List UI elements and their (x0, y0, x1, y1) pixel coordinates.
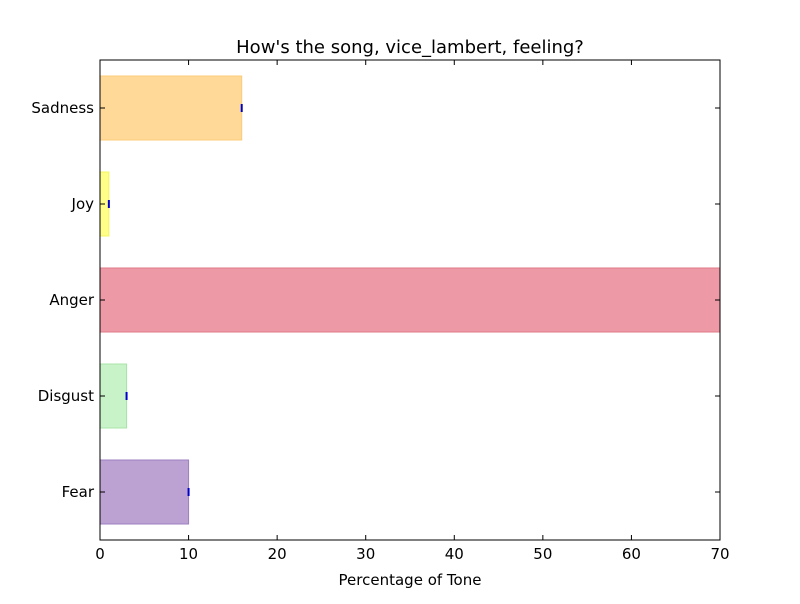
x-tick-label: 30 (356, 545, 375, 563)
x-tick-label: 60 (622, 545, 641, 563)
bar-fear (99, 459, 190, 525)
bar-anger (99, 267, 721, 333)
x-tick-label: 70 (710, 545, 729, 563)
x-tick-label: 20 (268, 545, 287, 563)
y-tick-label: Fear (62, 483, 95, 501)
x-tick-label: 40 (445, 545, 464, 563)
x-tick-label: 50 (533, 545, 552, 563)
y-tick-label: Anger (49, 291, 95, 309)
y-tick-label: Sadness (31, 99, 94, 117)
x-tick-label: 10 (179, 545, 198, 563)
chart-title: How's the song, vice_lambert, feeling? (236, 37, 584, 58)
bar-sadness (99, 75, 243, 141)
x-axis-label: Percentage of Tone (339, 571, 482, 589)
plot-frame (99, 59, 721, 541)
x-tick-label: 0 (95, 545, 105, 563)
y-tick-label: Joy (71, 195, 95, 213)
y-tick-label: Disgust (38, 387, 94, 405)
